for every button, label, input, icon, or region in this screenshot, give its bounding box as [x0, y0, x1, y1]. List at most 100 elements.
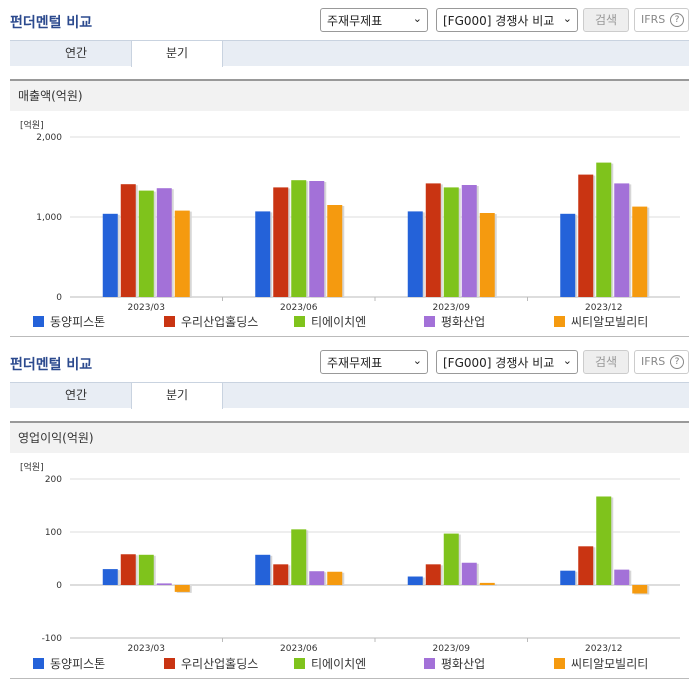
x-tick-label: 2023/03: [128, 303, 165, 312]
chevron-down-icon: ⌄: [562, 12, 572, 25]
bar: [120, 554, 136, 585]
tab-annual[interactable]: 연간: [64, 46, 88, 60]
x-tick-label: 2023/06: [280, 644, 318, 654]
bar: [156, 583, 172, 585]
help-icon[interactable]: ?: [670, 13, 684, 27]
bar: [174, 585, 190, 592]
bar: [327, 205, 343, 297]
y-tick-label: 100: [45, 528, 62, 538]
bar-shadow: [158, 584, 174, 586]
bar: [273, 187, 289, 297]
panel-title: 펀더멘털 비교: [10, 357, 93, 373]
legend-item[interactable]: 티에이치엔: [294, 655, 366, 672]
bar: [174, 210, 190, 297]
bar: [578, 174, 594, 297]
competitor-select[interactable]: [FG000] 경쟁사 비교 ⌄: [436, 8, 578, 32]
x-tick-label: 2023/12: [585, 644, 622, 654]
bar: [578, 546, 594, 585]
bar: [443, 187, 459, 297]
legend-label: 티에이치엔: [311, 315, 367, 329]
divider: [10, 678, 689, 679]
ifrs-button[interactable]: IFRS ?: [634, 350, 689, 374]
statement-select[interactable]: 주재무제표 ⌄: [320, 350, 428, 374]
bar: [273, 564, 289, 585]
bar: [425, 564, 441, 585]
legend-item[interactable]: 동양피스톤: [33, 313, 105, 330]
fundamental-panel-revenue: 펀더멘털 비교 주재무제표 ⌄ [FG000] 경쟁사 비교 ⌄ 검색 IFRS…: [0, 8, 696, 337]
legend-label: 평화산업: [441, 315, 486, 329]
y-tick-label: 0: [56, 581, 62, 591]
chart-title: 영업이익(억원): [10, 421, 689, 453]
y-tick-label: 1,000: [36, 213, 62, 223]
period-tabs: 연간 분기: [10, 382, 689, 409]
chart-unit-label: [억원]: [20, 463, 44, 473]
search-button[interactable]: 검색: [583, 8, 629, 32]
x-tick-label: 2023/09: [433, 303, 471, 312]
statement-select[interactable]: 주재무제표 ⌄: [320, 8, 428, 32]
help-icon[interactable]: ?: [670, 355, 684, 369]
y-tick-label: 200: [45, 475, 62, 485]
bar: [479, 213, 495, 297]
bar: [327, 571, 343, 585]
bar: [596, 162, 612, 297]
chevron-down-icon: ⌄: [412, 12, 422, 25]
legend-label: 티에이치엔: [311, 657, 367, 671]
competitor-select-value: [FG000] 경쟁사 비교: [443, 356, 555, 370]
bar: [560, 570, 576, 585]
bar: [614, 569, 630, 585]
chart-title: 매출액(억원): [10, 79, 689, 111]
legend-item[interactable]: 씨티알모빌리티: [554, 655, 648, 672]
bar: [407, 211, 423, 297]
legend-swatch: [164, 658, 175, 669]
legend-swatch: [164, 316, 175, 327]
bar: [560, 213, 576, 297]
bar: [102, 213, 118, 297]
legend-label: 평화산업: [441, 657, 486, 671]
legend-item[interactable]: 평화산업: [424, 313, 485, 330]
tab-quarterly[interactable]: 분기: [131, 382, 223, 409]
bar: [255, 554, 271, 585]
bar: [102, 569, 118, 585]
chart-unit-label: [억원]: [20, 121, 44, 131]
ifrs-button[interactable]: IFRS ?: [634, 8, 689, 32]
fundamental-panel-operating-profit: 펀더멘털 비교 주재무제표 ⌄ [FG000] 경쟁사 비교 ⌄ 검색 IFRS…: [0, 342, 696, 684]
tab-quarterly[interactable]: 분기: [131, 40, 223, 67]
legend-swatch: [554, 658, 565, 669]
legend-item[interactable]: 씨티알모빌리티: [554, 313, 648, 330]
legend-item[interactable]: 우리산업홀딩스: [164, 313, 258, 330]
bar: [309, 571, 325, 585]
bar: [461, 185, 477, 297]
legend-item[interactable]: 티에이치엔: [294, 313, 366, 330]
chart-legend: 동양피스톤 우리산업홀딩스 티에이치엔 평화산업 씨티알모빌리티: [0, 655, 696, 671]
x-tick-label: 2023/12: [585, 303, 622, 312]
bar: [291, 180, 307, 297]
x-tick-label: 2023/09: [433, 644, 471, 654]
tab-annual[interactable]: 연간: [64, 388, 88, 402]
bar: [443, 533, 459, 585]
chart-legend: 동양피스톤 우리산업홀딩스 티에이치엔 평화산업 씨티알모빌리티: [0, 313, 696, 329]
bar: [632, 206, 648, 297]
legend-swatch: [33, 658, 44, 669]
statement-select-value: 주재무제표: [327, 356, 383, 370]
competitor-select[interactable]: [FG000] 경쟁사 비교 ⌄: [436, 350, 578, 374]
bar: [120, 184, 136, 297]
y-tick-label: 2,000: [36, 133, 62, 143]
legend-label: 씨티알모빌리티: [571, 657, 649, 671]
legend-item[interactable]: 평화산업: [424, 655, 485, 672]
legend-label: 동양피스톤: [50, 657, 106, 671]
x-tick-label: 2023/06: [280, 303, 318, 312]
x-tick-label: 2023/03: [128, 644, 165, 654]
legend-label: 우리산업홀딩스: [181, 315, 259, 329]
legend-item[interactable]: 동양피스톤: [33, 655, 105, 672]
legend-item[interactable]: 우리산업홀딩스: [164, 655, 258, 672]
panel-title: 펀더멘털 비교: [10, 15, 93, 31]
legend-swatch: [33, 316, 44, 327]
divider: [10, 336, 689, 337]
revenue-bar-chart: 0 1,000 2,000 2023/03 2023/06 2023/09 2023/12: [36, 133, 680, 312]
legend-label: 동양피스톤: [50, 315, 106, 329]
statement-select-value: 주재무제표: [327, 14, 383, 28]
legend-label: 우리산업홀딩스: [181, 657, 259, 671]
search-button[interactable]: 검색: [583, 350, 629, 374]
bar: [614, 183, 630, 297]
bar: [291, 529, 307, 585]
